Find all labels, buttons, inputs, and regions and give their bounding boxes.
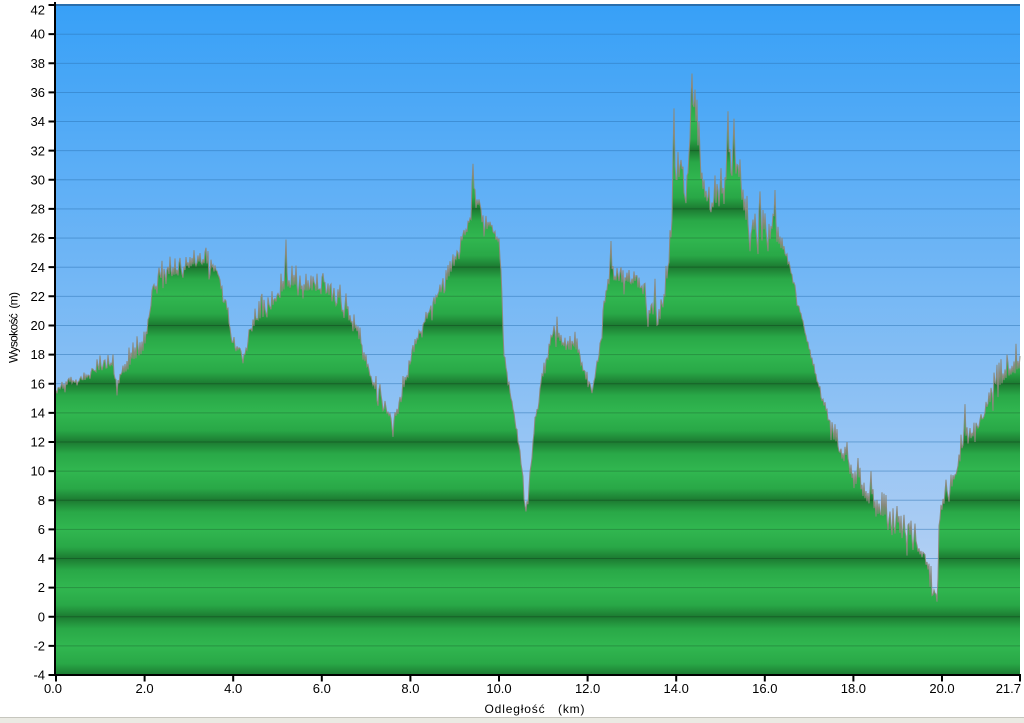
svg-text:28: 28 [31,202,45,217]
svg-text:12: 12 [31,435,45,450]
svg-text:16: 16 [31,376,45,391]
svg-text:32: 32 [31,143,45,158]
svg-text:8: 8 [38,493,45,508]
svg-text:Wysokość (m): Wysokość (m) [7,292,21,363]
svg-text:2: 2 [38,580,45,595]
svg-text:18: 18 [31,347,45,362]
svg-text:8.0: 8.0 [401,681,419,696]
svg-text:Odległość (km): Odległość (km) [485,702,585,716]
svg-text:14: 14 [31,405,45,420]
svg-text:18.0: 18.0 [841,681,866,696]
svg-text:6.0: 6.0 [313,681,331,696]
svg-text:26: 26 [31,231,45,246]
svg-text:16.0: 16.0 [752,681,777,696]
svg-text:21.7: 21.7 [996,681,1021,696]
svg-text:14.0: 14.0 [664,681,689,696]
svg-text:2.0: 2.0 [136,681,154,696]
svg-text:4: 4 [38,551,45,566]
svg-text:22: 22 [31,289,45,304]
svg-text:40: 40 [31,27,45,42]
svg-text:36: 36 [31,85,45,100]
svg-text:30: 30 [31,172,45,187]
svg-text:38: 38 [31,56,45,71]
svg-text:20: 20 [31,318,45,333]
svg-text:10.0: 10.0 [486,681,511,696]
svg-text:24: 24 [31,260,45,275]
svg-text:20.0: 20.0 [929,681,954,696]
svg-text:34: 34 [31,114,45,129]
svg-text:42: 42 [31,3,45,18]
svg-text:6: 6 [38,522,45,537]
svg-text:-4: -4 [33,668,45,683]
svg-text:0: 0 [38,609,45,624]
svg-text:0.0: 0.0 [44,681,62,696]
svg-text:10: 10 [31,464,45,479]
svg-text:12.0: 12.0 [575,681,600,696]
svg-text:4.0: 4.0 [224,681,242,696]
svg-text:-2: -2 [33,639,45,654]
